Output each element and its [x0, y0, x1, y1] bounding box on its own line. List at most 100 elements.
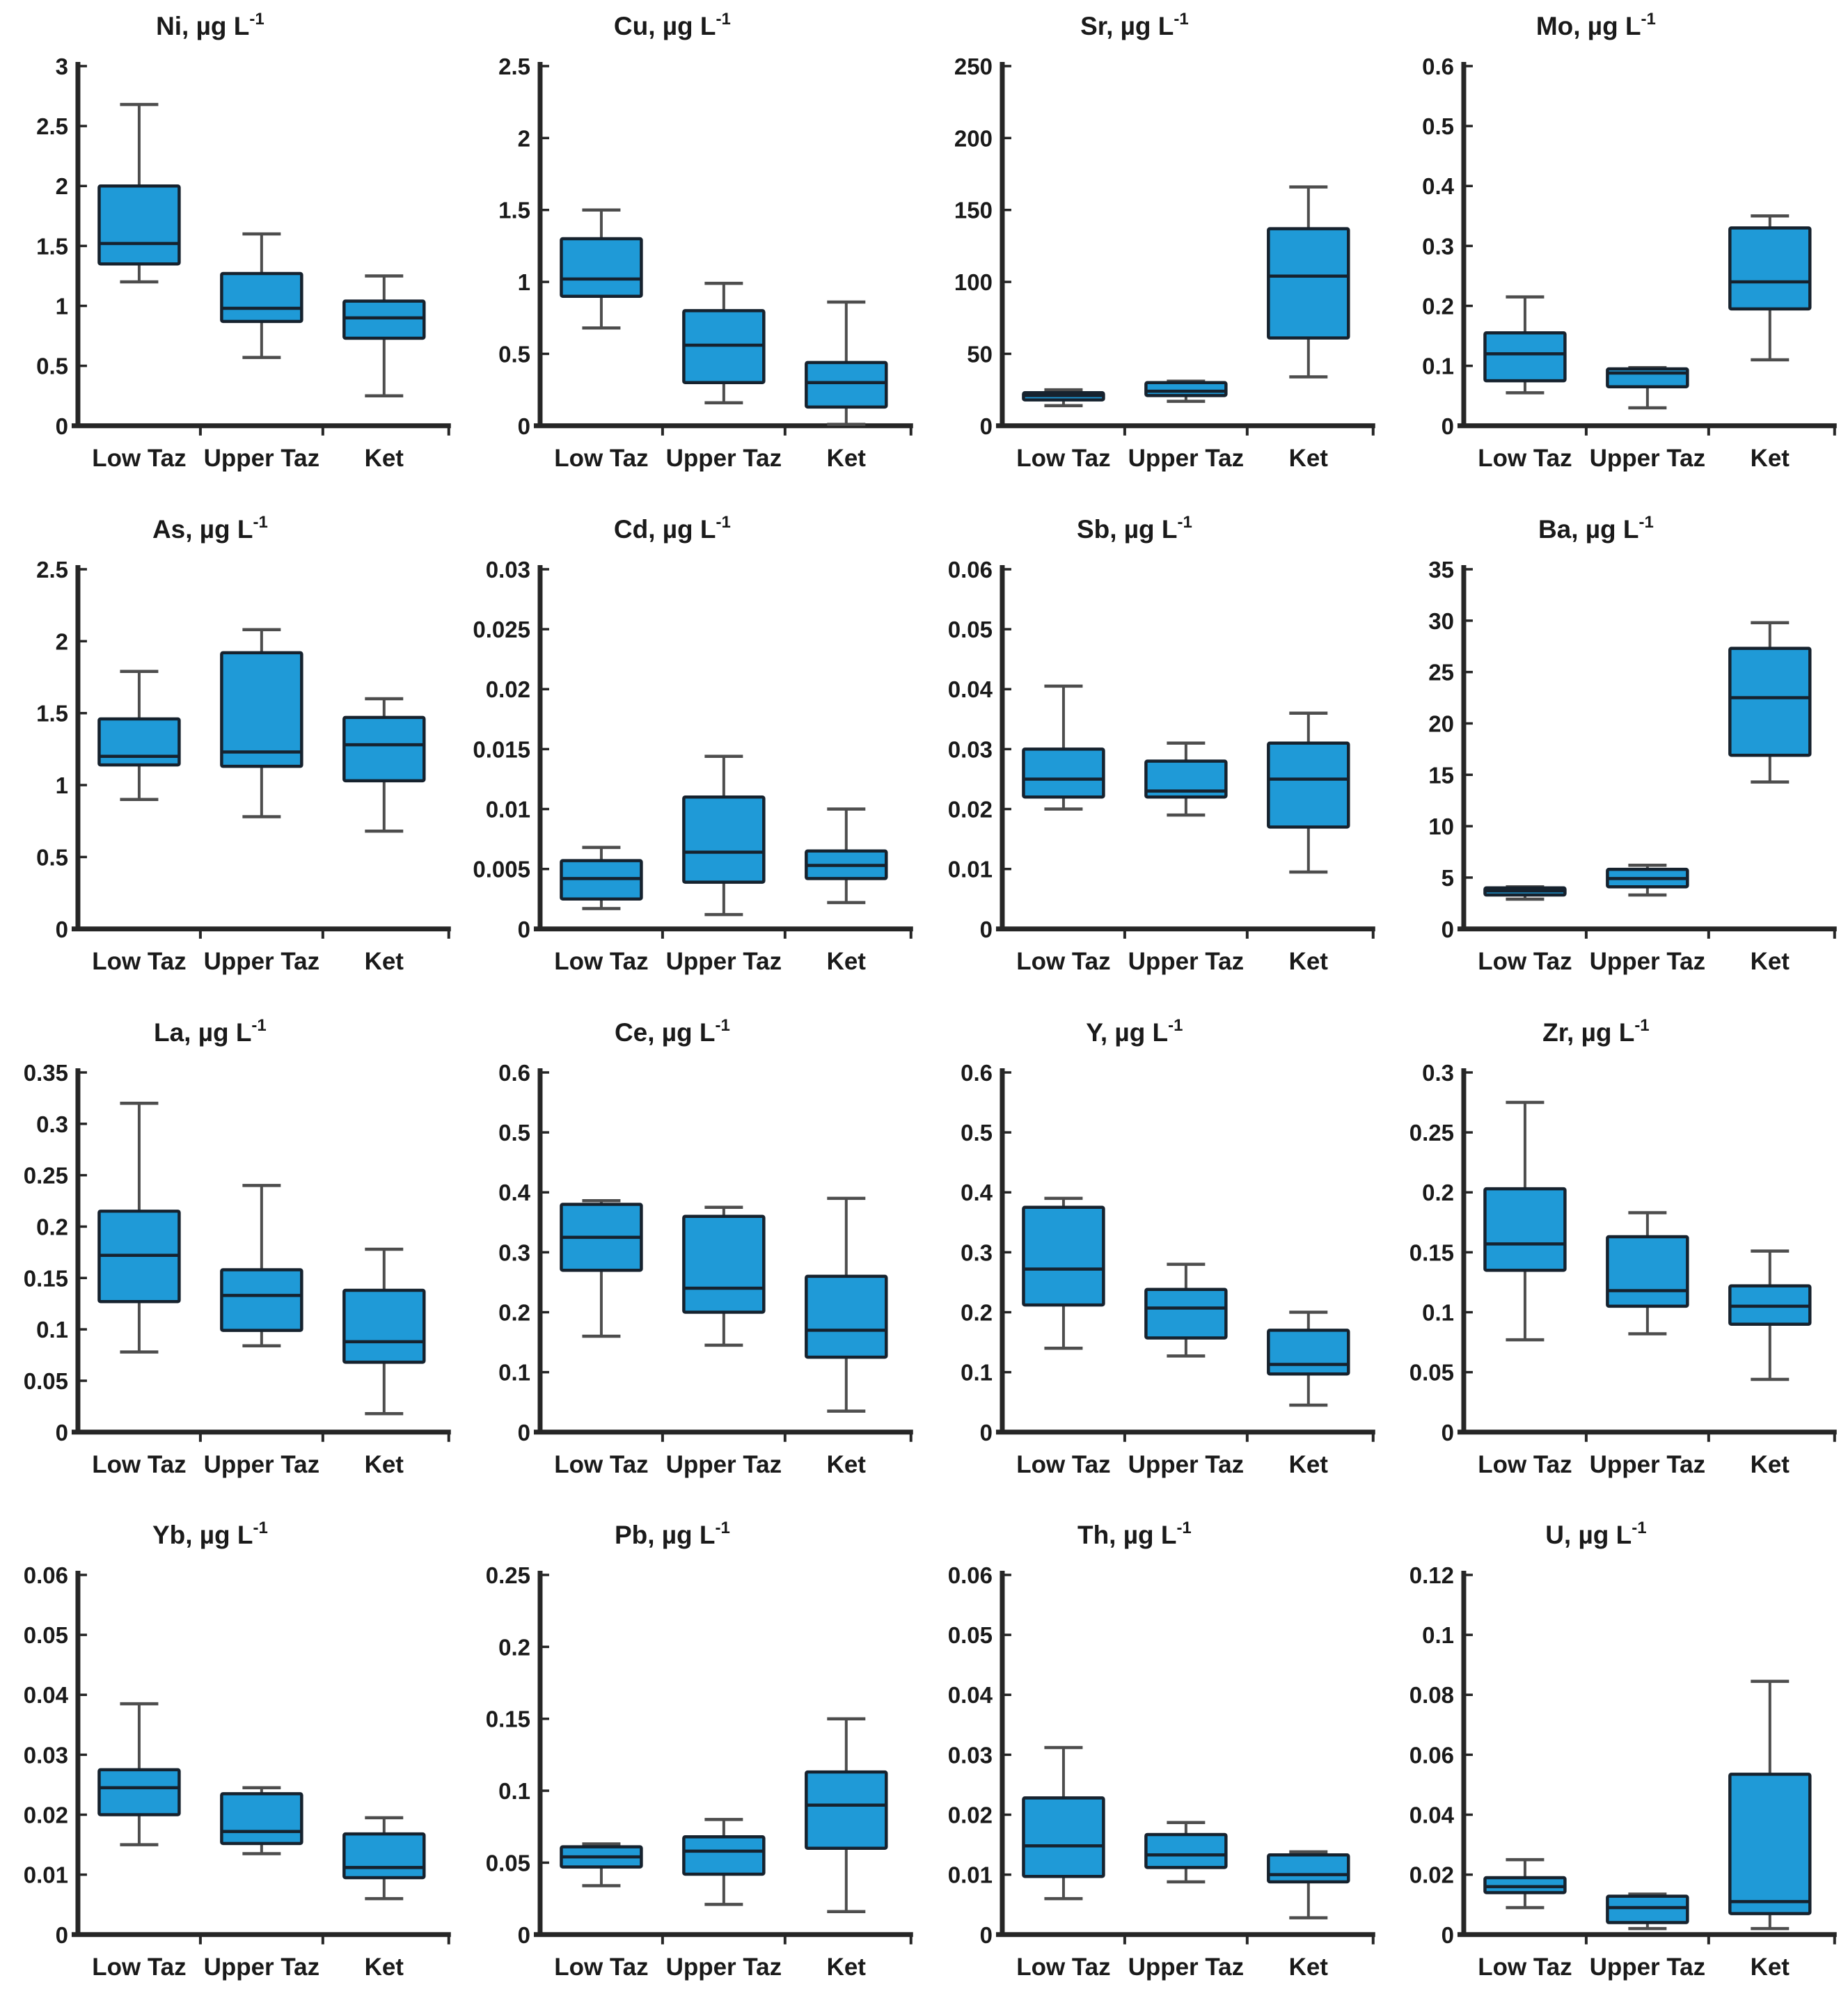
y-tick-label: 0	[56, 917, 68, 942]
x-category-label: Upper Taz	[1128, 1954, 1243, 1981]
y-tick-label: 0.005	[473, 856, 530, 882]
y-tick-label: 0.06	[24, 1562, 68, 1588]
y-tick-label: 1	[517, 269, 530, 295]
y-tick-label: 0.02	[24, 1803, 68, 1828]
x-category-label: Low Taz	[554, 1450, 648, 1478]
box-Zr-low-taz	[1483, 1100, 1567, 1341]
y-tick-label: 0.03	[947, 1743, 992, 1768]
boxplot-Y: Y, µg L-1 0 0.1 0.2 0.3 0.4 0.5 0.6 Low Taz Upper…	[924, 1006, 1387, 1510]
chart-canvas: Sb, µg L-1 0 0.01 0.02 0.03 0.04 0.05 0.06 Low T…	[947, 513, 1375, 975]
y-tick-label: 0.15	[486, 1706, 530, 1732]
chart-title: Mo, µg L-1	[1536, 10, 1656, 40]
y-tick-label: 0	[1442, 1922, 1454, 1948]
x-category-label: Low Taz	[1016, 1954, 1110, 1981]
x-category-label: Upper Taz	[665, 445, 781, 472]
x-category-label: Low Taz	[1016, 948, 1110, 975]
x-category-label: Upper Taz	[1590, 948, 1705, 975]
y-tick-label: 0.015	[473, 736, 530, 762]
chart-canvas: Cd, µg L-1 0 0.005 0.01 0.015 0.02 0.025 0.03 Lo…	[473, 513, 913, 975]
y-tick-label: 0.2	[1422, 294, 1454, 319]
chart-title: Sb, µg L-1	[1076, 513, 1192, 544]
y-tick-label: 0.3	[961, 1239, 993, 1265]
boxplot-Pb: Pb, µg L-1 0 0.05 0.1 0.15 0.2 0.25 Low Taz Uppe…	[462, 1509, 924, 2012]
y-tick-label: 1	[56, 294, 68, 319]
chart-canvas: Ce, µg L-1 0 0.1 0.2 0.3 0.4 0.5 0.6 Low Taz Uppe…	[498, 1015, 913, 1478]
box-U-low-taz	[1483, 1858, 1567, 1910]
y-tick-label: 0.025	[473, 617, 530, 642]
box-Cu-low-taz	[559, 208, 643, 330]
y-tick-label: 0	[1442, 917, 1454, 942]
box-Sb-low-taz	[1021, 684, 1105, 811]
y-tick-label: 0.3	[1422, 233, 1454, 259]
y-tick-label: 15	[1429, 762, 1455, 788]
y-tick-label: 0.4	[498, 1180, 530, 1205]
x-category-label: Ket	[1288, 1450, 1328, 1478]
y-tick-label: 0.01	[24, 1862, 68, 1888]
y-tick-label: 250	[954, 54, 992, 79]
y-tick-label: 0.35	[24, 1059, 68, 1085]
box-Sr-upper-taz	[1144, 379, 1228, 403]
box-Yb-ket	[342, 1816, 426, 1901]
x-category-label: Ket	[365, 445, 404, 472]
chart-canvas: Ba, µg L-1 0 5 10 15 20 25 30 35 Low Taz Upper Taz…	[1429, 513, 1838, 975]
chart-canvas: U, µg L-1 0 0.02 0.04 0.06 0.08 0.1 0.12 Low Taz…	[1409, 1519, 1838, 1981]
y-tick-label: 0.3	[36, 1111, 68, 1136]
chart-canvas: Pb, µg L-1 0 0.05 0.1 0.15 0.2 0.25 Low Taz Uppe…	[486, 1519, 913, 1981]
box-As-low-taz	[97, 670, 181, 801]
chart-title: La, µg L-1	[154, 1015, 267, 1046]
y-tick-label: 0.06	[947, 557, 992, 583]
y-tick-label: 35	[1429, 557, 1455, 583]
box-La-low-taz	[97, 1101, 181, 1354]
x-category-label: Low Taz	[1016, 1450, 1110, 1478]
y-tick-label: 0.05	[947, 1622, 992, 1648]
box-Sb-ket	[1266, 711, 1350, 873]
box-Cu-upper-taz	[681, 281, 766, 404]
x-category-label: Ket	[1751, 948, 1790, 975]
x-category-label: Upper Taz	[665, 948, 781, 975]
chart-title: As, µg L-1	[152, 513, 268, 544]
y-tick-label: 0	[517, 1922, 530, 1948]
y-tick-label: 2	[517, 125, 530, 151]
y-tick-label: 0	[1442, 413, 1454, 439]
boxplot-Cd: Cd, µg L-1 0 0.005 0.01 0.015 0.02 0.025 0.03 Lo…	[462, 503, 924, 1006]
y-tick-label: 0.2	[961, 1299, 993, 1325]
box-As-upper-taz	[220, 628, 303, 818]
y-tick-label: 0.3	[498, 1239, 530, 1265]
box-Th-ket	[1266, 1850, 1350, 1920]
y-tick-label: 100	[954, 269, 992, 295]
y-tick-label: 0.1	[36, 1317, 68, 1342]
box-Y-low-taz	[1021, 1196, 1105, 1349]
chart-canvas: Y, µg L-1 0 0.1 0.2 0.3 0.4 0.5 0.6 Low Taz Upper…	[961, 1015, 1375, 1478]
box-Ba-ket	[1728, 621, 1812, 784]
x-category-label: Upper Taz	[1590, 1954, 1705, 1981]
y-tick-label: 0.02	[486, 676, 530, 702]
y-tick-label: 0.1	[1422, 1622, 1454, 1648]
x-category-label: Upper Taz	[1590, 445, 1705, 472]
x-category-label: Ket	[1288, 1954, 1328, 1981]
y-tick-label: 0.5	[498, 1120, 530, 1146]
y-tick-label: 0.06	[1409, 1743, 1454, 1768]
y-tick-label: 0.4	[1422, 173, 1454, 199]
y-tick-label: 0.05	[486, 1851, 530, 1876]
y-tick-label: 0.05	[24, 1622, 68, 1648]
y-tick-label: 0	[56, 1922, 68, 1948]
x-category-label: Low Taz	[1478, 1450, 1572, 1478]
y-tick-label: 0.03	[486, 557, 530, 583]
x-category-label: Upper Taz	[665, 1450, 781, 1478]
y-tick-label: 1.5	[36, 233, 68, 259]
boxplot-Zr: Zr, µg L-1 0 0.05 0.1 0.15 0.2 0.25 0.3 Low Taz U…	[1386, 1006, 1848, 1510]
y-tick-label: 0.1	[1422, 354, 1454, 379]
boxplot-Cu: Cu, µg L-1 0 0.5 1 1.5 2 2.5 Low Taz Upper Taz Ke…	[462, 0, 924, 503]
y-tick-label: 0.5	[498, 341, 530, 367]
box-Ce-upper-taz	[681, 1205, 766, 1347]
x-category-label: Upper Taz	[1590, 1450, 1705, 1478]
box-Mo-low-taz	[1483, 295, 1567, 395]
y-tick-label: 0.1	[498, 1778, 530, 1804]
x-category-label: Low Taz	[554, 1954, 648, 1981]
box-Yb-low-taz	[97, 1702, 181, 1847]
chart-title: Th, µg L-1	[1077, 1519, 1191, 1549]
y-tick-label: 10	[1429, 814, 1455, 839]
x-category-label: Ket	[1751, 1954, 1790, 1981]
y-tick-label: 20	[1429, 711, 1455, 736]
